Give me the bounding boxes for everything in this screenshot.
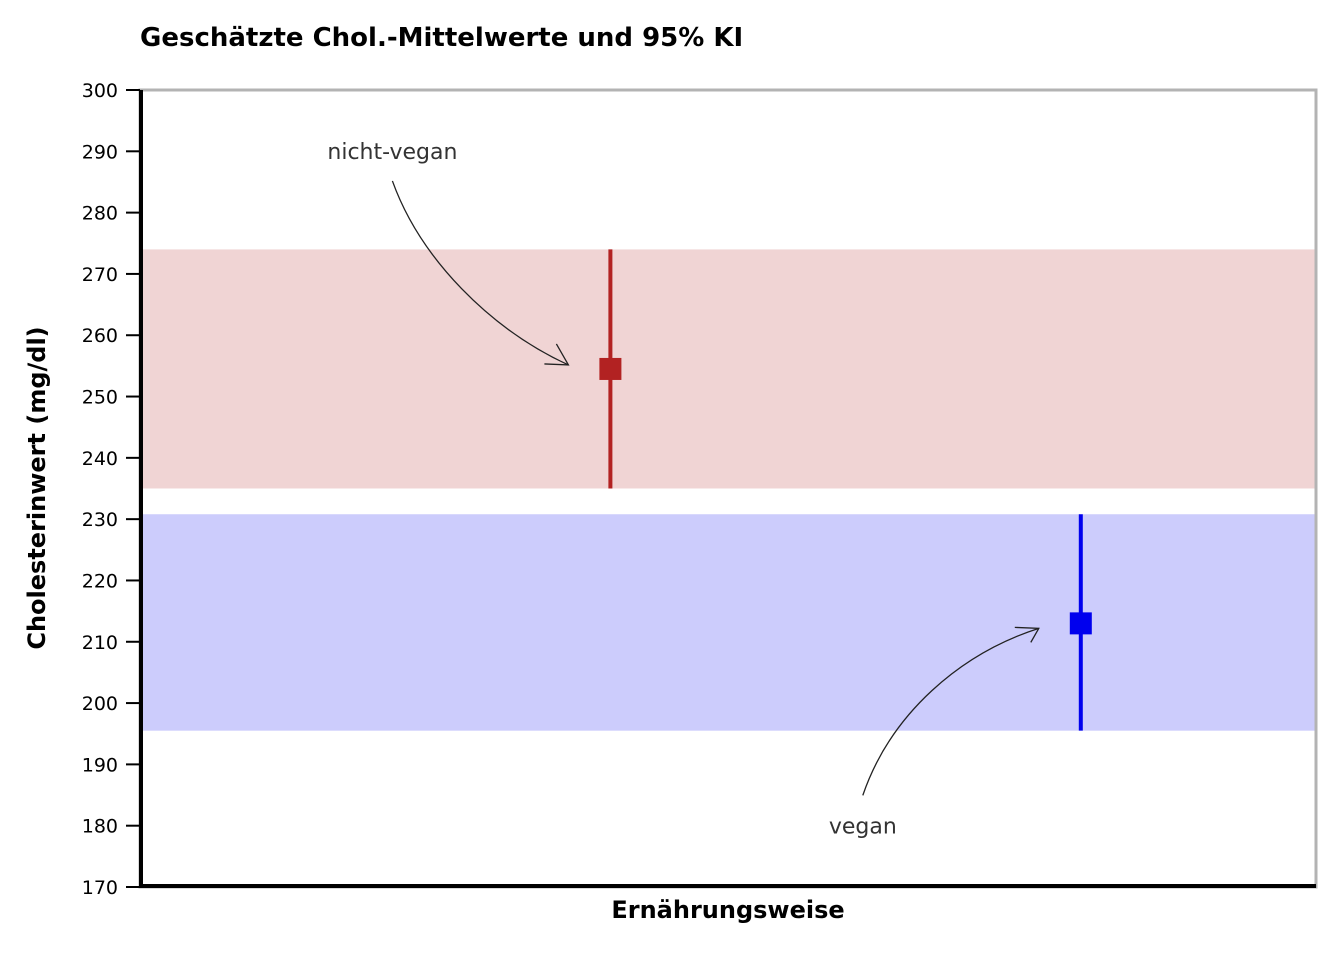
y-tick-label: 220 — [82, 570, 118, 592]
y-tick-label: 250 — [82, 387, 118, 409]
y-tick-label: 180 — [82, 816, 118, 838]
annotation-arrow-0 — [391, 180, 569, 366]
x-axis-label: Ernährungsweise — [611, 896, 844, 924]
y-axis-label: Cholesterinwert (mg/dl) — [23, 326, 51, 649]
mean-marker-1 — [1069, 612, 1092, 635]
chart-title: Geschätzte Chol.-Mittelwerte und 95% KI — [140, 23, 743, 53]
y-tick-label: 190 — [82, 754, 118, 776]
y-tick-label: 230 — [82, 509, 118, 531]
y-tick-label: 210 — [82, 632, 118, 654]
y-tick-label: 300 — [82, 80, 118, 102]
y-tick-label: 270 — [82, 264, 118, 286]
y-tick-label: 280 — [82, 203, 118, 225]
annotation-arrowhead-0 — [544, 343, 570, 366]
y-axis-ticks: 170 180 190 200 210 220 230 240 250 260 270 280 290 3… — [82, 80, 140, 899]
annotation-label-1: vegan — [829, 814, 897, 839]
ci-band-1 — [140, 514, 1316, 731]
annotation-arrow-1 — [862, 627, 1039, 796]
y-tick-label: 200 — [82, 693, 118, 715]
ci-marks — [599, 249, 1092, 731]
ci-bands — [140, 249, 1316, 731]
y-tick-label: 170 — [82, 877, 118, 899]
mean-marker-0 — [599, 357, 622, 380]
annotation-label-0: nicht-vegan — [327, 140, 457, 165]
y-tick-label: 260 — [82, 325, 118, 347]
annotation-arrowhead-1 — [1014, 626, 1040, 643]
annotations: nicht-vegan vegan — [327, 140, 1040, 839]
y-tick-label: 240 — [82, 448, 118, 470]
y-tick-label: 290 — [82, 141, 118, 163]
ci-band-0 — [140, 249, 1316, 489]
